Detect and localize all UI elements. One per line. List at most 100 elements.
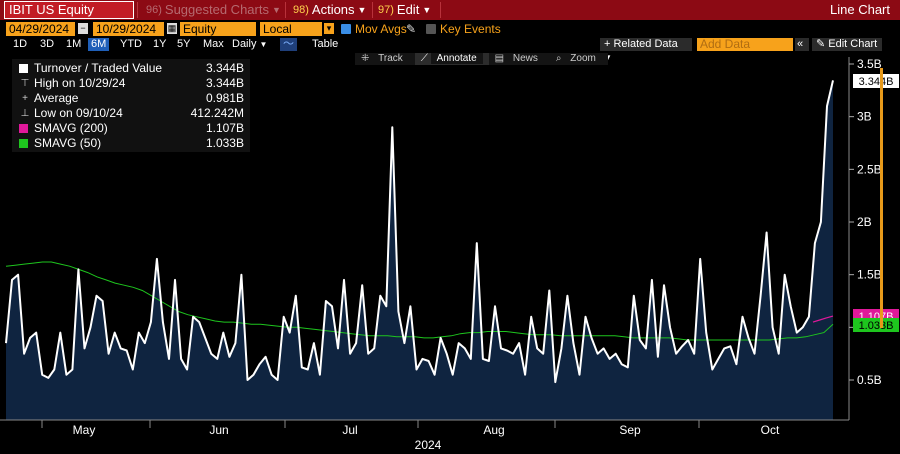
- suggested-charts-label: Suggested Charts: [164, 2, 269, 17]
- x-axis-year-label: 2024: [415, 438, 442, 452]
- legend-label: SMAVG (50): [34, 136, 102, 150]
- news-tool[interactable]: ▤ News: [488, 53, 550, 65]
- collapse-icon[interactable]: «: [795, 38, 809, 51]
- side-scroll-strip[interactable]: [880, 68, 883, 328]
- divider: [440, 2, 441, 18]
- x-tick-label: Jun: [209, 423, 228, 437]
- last-value-bg: [853, 74, 899, 88]
- currency-dropdown-icon[interactable]: ▾: [324, 23, 334, 34]
- add-data-input[interactable]: Add Data: [697, 38, 793, 51]
- mov-avgs-checkbox[interactable]: [341, 24, 351, 34]
- turnover-line: [5, 80, 834, 384]
- period-1y[interactable]: 1Y: [153, 38, 167, 50]
- legend: Turnover / Traded Value 3.344B ⊤ High on…: [12, 59, 250, 152]
- legend-item-turnover[interactable]: Turnover / Traded Value 3.344B: [12, 61, 250, 76]
- y-tick-label: 2.5B: [857, 162, 882, 176]
- menu-number: 96): [146, 3, 162, 16]
- legend-value: 3.344B: [205, 61, 244, 75]
- x-tick-label: Sep: [619, 423, 641, 437]
- legend-item-low[interactable]: ⊥ Low on 09/10/24 412.242M: [12, 106, 250, 121]
- legend-value: 412.242M: [190, 106, 244, 120]
- edit-chart-label: Edit Chart: [828, 38, 878, 50]
- annotate-tool[interactable]: ⟋ Annotate: [414, 53, 489, 65]
- legend-label: SMAVG (200): [34, 121, 108, 135]
- legend-item-smavg-50[interactable]: SMAVG (50) 1.033B: [12, 136, 250, 151]
- smavg-200-line: [812, 315, 834, 323]
- legend-swatch: [19, 139, 28, 148]
- legend-item-smavg-200[interactable]: SMAVG (200) 1.107B: [12, 121, 250, 136]
- legend-item-high[interactable]: ⊤ High on 10/29/24 3.344B: [12, 76, 250, 91]
- chart-type-title: Line Chart: [830, 2, 890, 17]
- legend-item-average[interactable]: + Average 0.981B: [12, 91, 250, 106]
- pencil-icon[interactable]: ✎: [406, 22, 417, 36]
- period-6m[interactable]: 6M: [88, 38, 110, 51]
- track-tool[interactable]: ⁜ Track: [355, 53, 415, 65]
- last-value-label: 3.344B: [853, 74, 899, 88]
- field-selector[interactable]: Equity Traded: [180, 22, 256, 50]
- caret-down-icon: ▼: [422, 4, 432, 15]
- legend-label: Average: [34, 91, 79, 105]
- legend-value: 1.033B: [205, 136, 244, 150]
- currency-selector[interactable]: Local CCY: [260, 22, 322, 50]
- date-controls: 04/29/2024 − 10/29/2024 ▦ Equity Traded …: [0, 21, 900, 50]
- caret-down-icon: ▼: [259, 40, 268, 49]
- table-button[interactable]: Table: [312, 38, 339, 50]
- line-chart-icon[interactable]: 〜: [280, 38, 297, 51]
- frequency-selector[interactable]: Daily ▼: [232, 38, 267, 51]
- divider: [372, 2, 373, 18]
- ticker-field[interactable]: IBIT US Equity: [4, 1, 134, 19]
- minus-icon[interactable]: −: [78, 23, 88, 34]
- legend-label: Low on 09/10/24: [34, 106, 123, 120]
- y-tick-label: 0.5B: [857, 373, 882, 387]
- caret-down-icon: ▼: [604, 53, 612, 62]
- y-tick-label: 1.5B: [857, 268, 882, 282]
- low-marker-icon: ⊥: [20, 108, 30, 119]
- caret-down-icon: ▼: [357, 4, 367, 15]
- end-date-field[interactable]: 10/29/2024: [93, 22, 164, 36]
- actions-menu[interactable]: 98) Actions ▼: [293, 2, 366, 17]
- x-tick-label: Aug: [483, 423, 504, 437]
- chart-tools: ⁜ Track ⟋ Annotate ▤ News ⌕ Zoom: [355, 53, 608, 65]
- legend-swatch: [19, 124, 28, 133]
- mov-avgs-label: Mov Avgs: [355, 22, 407, 36]
- annotate-label: Annotate: [430, 53, 483, 64]
- period-1d[interactable]: 1D: [13, 38, 28, 50]
- last-value-bg: [853, 318, 899, 332]
- period-1m[interactable]: 1M: [66, 38, 82, 50]
- y-tick-label: 3.5B: [857, 57, 882, 71]
- zoom-tool[interactable]: ⌕ Zoom: [549, 53, 608, 65]
- key-events-label: Key Events: [440, 22, 501, 36]
- news-label: News: [506, 53, 544, 64]
- legend-value: 0.981B: [205, 91, 244, 105]
- period-ytd[interactable]: YTD: [120, 38, 142, 50]
- calendar-icon[interactable]: ▦: [167, 23, 177, 34]
- period-bar: 1D 3D 1M 6M YTD 1Y 5Y Max Daily ▼ 〜 Tabl…: [0, 38, 900, 62]
- high-marker-icon: ⊤: [20, 78, 30, 89]
- frequency-label: Daily: [232, 38, 257, 50]
- last-value-text: 3.344B: [859, 76, 894, 88]
- legend-swatch: [19, 64, 28, 73]
- zoom-label: Zoom: [564, 53, 602, 64]
- legend-label: Turnover / Traded Value: [34, 61, 163, 75]
- suggested-charts-menu[interactable]: 96) Suggested Charts ▼: [146, 2, 281, 17]
- legend-value: 3.344B: [205, 76, 244, 90]
- actions-label: Actions: [311, 2, 355, 17]
- related-data-button[interactable]: + Related Data ▼: [600, 38, 692, 62]
- divider: [285, 2, 286, 18]
- period-5y[interactable]: 5Y: [177, 38, 191, 50]
- x-tick-label: May: [73, 423, 96, 437]
- legend-label: High on 10/29/24: [34, 76, 126, 90]
- edit-menu[interactable]: 97) Edit ▼: [378, 2, 431, 17]
- caret-down-icon: ▼: [271, 4, 281, 15]
- divider: [137, 2, 138, 18]
- top-bar: IBIT US Equity 96) Suggested Charts ▼ 98…: [0, 0, 900, 20]
- y-tick-label: 3B: [857, 110, 872, 124]
- period-3d[interactable]: 3D: [40, 38, 55, 50]
- chart-area[interactable]: 0.5B 1.5B 2B 2.5B 3B 3.5B May Jun Jul Aug Sep Oct 2…: [0, 52, 900, 454]
- edit-chart-button[interactable]: ✎ Edit Chart: [812, 38, 882, 51]
- start-date-field[interactable]: 04/29/2024: [6, 22, 75, 36]
- menu-number: 98): [293, 3, 309, 16]
- period-max[interactable]: Max: [203, 38, 224, 50]
- legend-value: 1.107B: [205, 121, 244, 135]
- key-events-checkbox[interactable]: [426, 24, 436, 34]
